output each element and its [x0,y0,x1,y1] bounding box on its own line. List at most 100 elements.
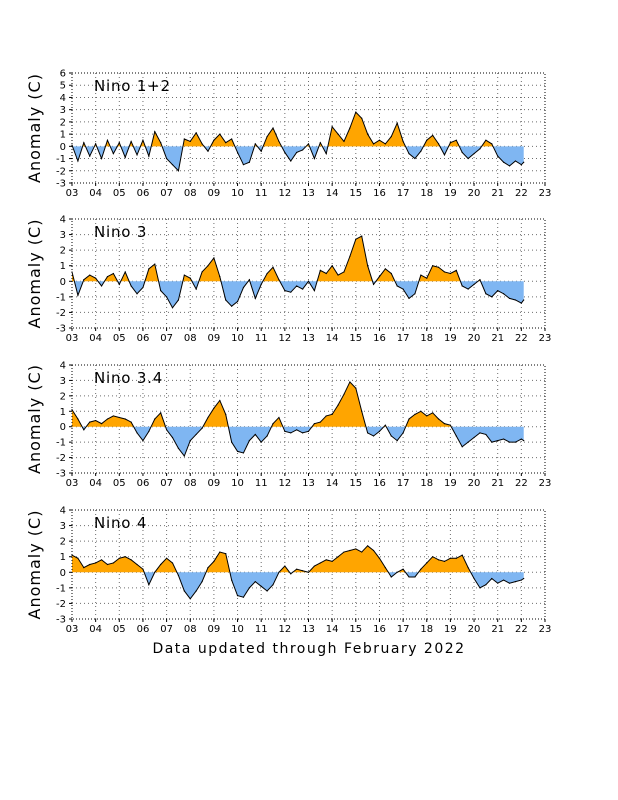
x-tick-label: 03 [66,333,79,344]
data-point [514,160,517,162]
data-point [183,274,185,276]
x-tick-label: 19 [444,333,457,344]
x-tick-label: 06 [137,624,150,635]
negative-anomaly-area [72,281,524,308]
y-tick-label: 2 [60,246,66,257]
data-point [372,435,375,437]
data-point [473,153,475,155]
x-tick-label: 11 [255,478,268,489]
data-point [491,577,493,580]
data-point [189,277,191,279]
data-point [349,381,351,383]
x-tick-label: 22 [515,188,528,199]
data-point [236,300,239,303]
x-tick-label: 10 [231,624,244,635]
x-tick-label: 03 [66,478,79,489]
data-point [443,154,446,156]
data-point [301,570,304,572]
data-point [136,154,138,156]
data-point [83,567,85,569]
data-point [118,557,120,559]
data-point [455,557,457,559]
x-tick-label: 15 [349,188,362,199]
x-tick-label: 18 [420,188,433,199]
x-tick-label: 07 [160,188,173,199]
data-point [313,423,316,425]
data-point [136,563,138,566]
data-point [479,279,481,281]
data-point [390,435,392,437]
data-point [426,139,428,141]
data-point [112,153,114,155]
data-point [467,441,469,443]
x-tick-label: 21 [491,188,504,199]
data-point [278,571,280,573]
y-tick-label: -2 [56,453,66,464]
x-tick-label: 19 [444,478,457,489]
y-tick-label: 3 [60,521,66,532]
data-point [236,595,239,597]
data-point [124,271,126,273]
x-tick-label: 08 [184,478,197,489]
data-point [378,430,381,432]
positive-anomaly-area [72,236,524,282]
data-point [390,576,392,578]
data-point [514,441,517,443]
data-point [225,299,227,301]
data-point [112,562,114,564]
data-point [437,143,440,145]
x-tick-label: 15 [349,478,362,489]
data-point [260,585,262,587]
data-point [520,579,522,581]
x-tick-label: 21 [491,333,504,344]
data-point [284,151,286,154]
data-point [231,138,233,140]
data-point [290,432,292,434]
data-point [449,424,451,426]
data-point [160,563,162,566]
data-point [100,157,103,160]
data-point [443,271,446,273]
data-point [290,291,292,293]
data-point [248,440,250,442]
y-tick-label: 3 [60,376,66,387]
data-point [95,419,97,422]
data-point [367,432,369,434]
y-tick-label: -1 [56,438,66,449]
y-tick-label: 1 [60,407,66,418]
y-tick-label: 3 [60,105,66,116]
y-tick-label: 0 [60,277,66,288]
data-point [290,160,292,162]
data-point [171,436,174,439]
data-point [343,551,345,553]
data-point [231,441,233,443]
data-point [236,450,239,452]
data-point [420,410,422,412]
data-point [503,438,505,440]
data-point [124,156,126,158]
data-point [106,418,109,420]
data-point [449,272,451,275]
x-tick-label: 12 [278,624,291,635]
data-point [195,433,197,436]
data-point [325,272,327,275]
data-point [343,271,345,273]
data-point [420,568,422,570]
data-point [242,286,245,289]
x-tick-label: 22 [515,333,528,344]
y-tick-label: -2 [56,308,66,319]
data-point [248,279,250,281]
plot-frame [71,364,546,474]
data-point [455,269,457,271]
y-axis-label: Anomaly (C) [25,219,44,329]
data-point [461,554,463,556]
x-tick-label: 19 [444,624,457,635]
data-point [367,265,369,267]
y-tick-label: -2 [56,166,66,177]
data-point [266,272,268,275]
series-line [71,545,524,600]
x-tick-label: 08 [184,624,197,635]
data-point [148,268,150,270]
